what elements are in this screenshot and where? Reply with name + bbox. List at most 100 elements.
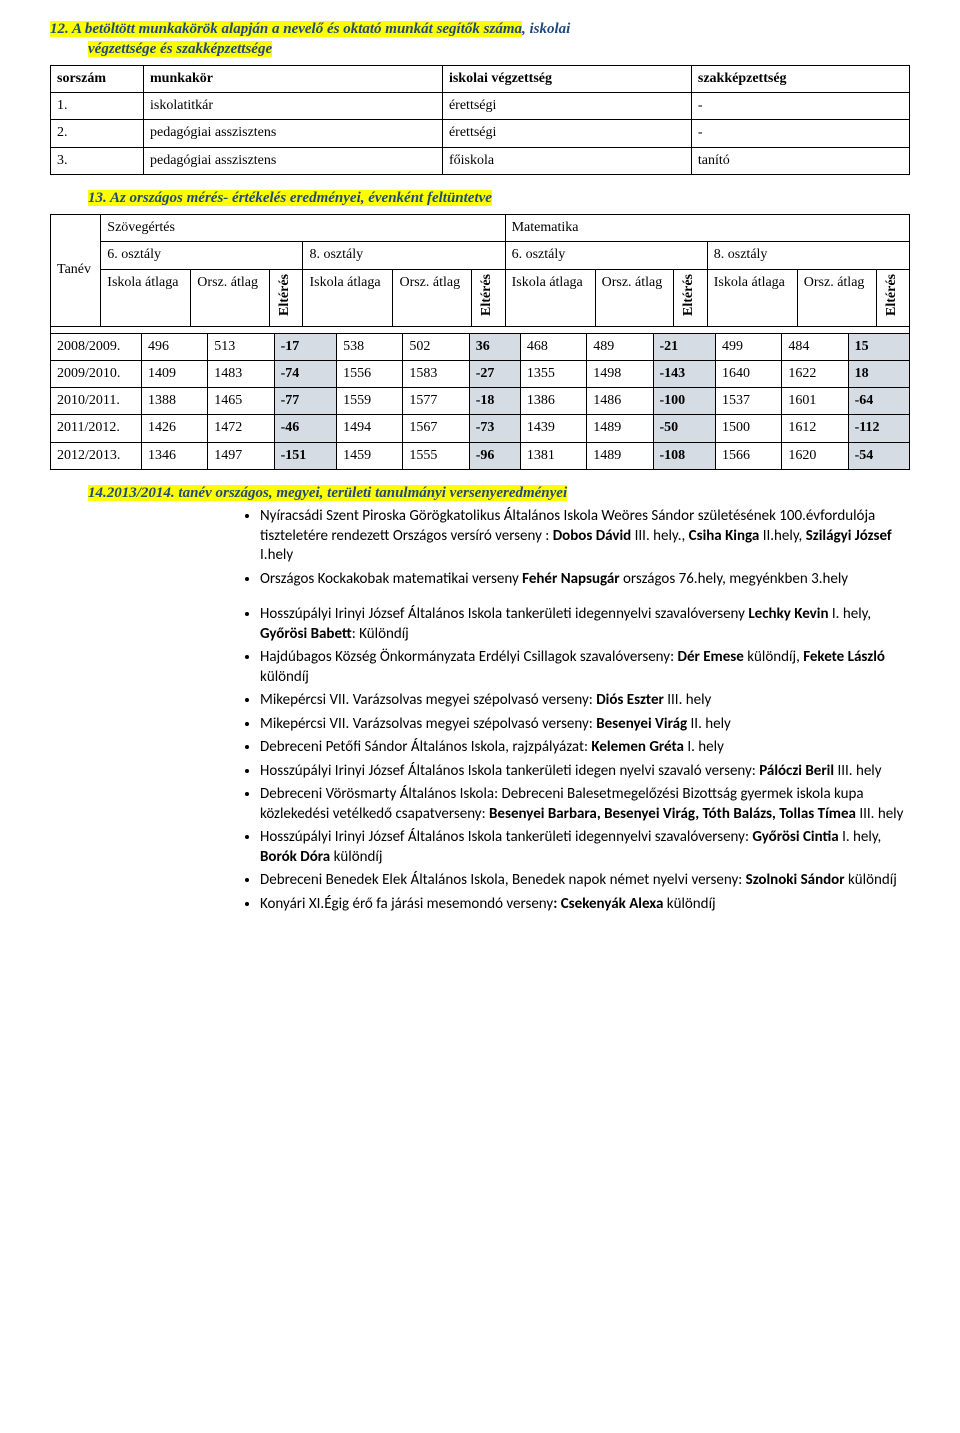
value-cell: 1465 (208, 388, 274, 415)
value-cell: 1537 (716, 388, 782, 415)
value-cell: 1489 (587, 415, 653, 442)
value-cell: 1577 (403, 388, 469, 415)
col-sorszam: sorszám (51, 66, 144, 93)
table-13-grade-header: 6. osztály 8. osztály 6. osztály 8. oszt… (51, 242, 910, 269)
value-cell: 489 (587, 333, 653, 360)
value-cell: 496 (142, 333, 208, 360)
table-row: 3. pedagógiai asszisztens főiskola tanít… (51, 147, 910, 174)
list-item: Debreceni Petőfi Sándor Általános Iskola… (260, 738, 910, 758)
value-cell: -96 (469, 442, 520, 469)
value-cell: 502 (403, 333, 469, 360)
value-cell: 1556 (337, 360, 403, 387)
section-14-title: 14.2013/2014. tanév országos, megyei, te… (88, 484, 910, 504)
year-cell: 2012/2013. (51, 442, 142, 469)
value-cell: 1622 (782, 360, 848, 387)
year-cell: 2011/2012. (51, 415, 142, 442)
value-cell: 468 (520, 333, 586, 360)
value-cell: 1555 (403, 442, 469, 469)
value-cell: 1486 (587, 388, 653, 415)
col-munkakor: munkakör (144, 66, 443, 93)
value-cell: 1426 (142, 415, 208, 442)
table-12: sorszám munkakör iskolai végzettség szak… (50, 65, 910, 175)
value-cell: 1472 (208, 415, 274, 442)
value-cell: -54 (848, 442, 909, 469)
list-item: Hosszúpályi Irinyi József Általános Isko… (260, 762, 910, 782)
value-cell: 1388 (142, 388, 208, 415)
year-cell: 2009/2010. (51, 360, 142, 387)
list-item: Mikepércsi VII. Varázsolvas megyei szépo… (260, 691, 910, 711)
value-cell: -46 (274, 415, 337, 442)
list-item: Debreceni Benedek Elek Általános Iskola,… (260, 871, 910, 891)
value-cell: -143 (653, 360, 716, 387)
list-item: Hosszúpályi Irinyi József Általános Isko… (260, 828, 910, 867)
table-row: 2011/2012.14261472-4614941567-7314391489… (51, 415, 910, 442)
value-cell: 1483 (208, 360, 274, 387)
table-13-col-header: Iskola átlaga Orsz. átlag Eltérés Iskola… (51, 269, 910, 326)
col-szakkepzettseg: szakképzettség (691, 66, 909, 93)
value-cell: 1346 (142, 442, 208, 469)
value-cell: 1601 (782, 388, 848, 415)
value-cell: 1439 (520, 415, 586, 442)
list-item: Debreceni Vörösmarty Általános Iskola: D… (260, 785, 910, 824)
section-14-list-2: Hosszúpályi Irinyi József Általános Isko… (260, 605, 910, 914)
value-cell: 1381 (520, 442, 586, 469)
value-cell: 499 (716, 333, 782, 360)
value-cell: -50 (653, 415, 716, 442)
value-cell: -27 (469, 360, 520, 387)
value-cell: 1559 (337, 388, 403, 415)
tanev-label: Tanév (51, 215, 101, 327)
table-row: 2008/2009.496513-1753850236468489-214994… (51, 333, 910, 360)
value-cell: -100 (653, 388, 716, 415)
value-cell: -108 (653, 442, 716, 469)
list-item: Hosszúpályi Irinyi József Általános Isko… (260, 605, 910, 644)
table-13-body: 2008/2009.496513-1753850236468489-214994… (50, 333, 910, 470)
table-13-group-header: Tanév Szövegértés Matematika (51, 215, 910, 242)
value-cell: -17 (274, 333, 337, 360)
value-cell: 1489 (587, 442, 653, 469)
value-cell: -77 (274, 388, 337, 415)
col-vegzettseg: iskolai végzettség (442, 66, 691, 93)
value-cell: 1497 (208, 442, 274, 469)
list-item: Mikepércsi VII. Varázsolvas megyei szépo… (260, 715, 910, 735)
value-cell: 1612 (782, 415, 848, 442)
value-cell: 1640 (716, 360, 782, 387)
value-cell: 36 (469, 333, 520, 360)
value-cell: 1498 (587, 360, 653, 387)
table-13: Tanév Szövegértés Matematika 6. osztály … (50, 214, 910, 334)
list-item: Konyári XI.Égig érő fa járási mesemondó … (260, 895, 910, 915)
value-cell: 1567 (403, 415, 469, 442)
section-13-title: 13. Az országos mérés- értékelés eredmén… (88, 189, 910, 209)
table-row: 2. pedagógiai asszisztens érettségi - (51, 120, 910, 147)
table-row: 2009/2010.14091483-7415561583-2713551498… (51, 360, 910, 387)
value-cell: -64 (848, 388, 909, 415)
value-cell: -151 (274, 442, 337, 469)
value-cell: -21 (653, 333, 716, 360)
value-cell: 484 (782, 333, 848, 360)
list-item: Nyíracsádi Szent Piroska Görögkatolikus … (260, 507, 910, 566)
section-12-title: 12. A betöltött munkakörök alapján a nev… (50, 20, 910, 59)
value-cell: 1583 (403, 360, 469, 387)
value-cell: -73 (469, 415, 520, 442)
list-item: Hajdúbagos Község Önkormányzata Erdélyi … (260, 648, 910, 687)
year-cell: 2008/2009. (51, 333, 142, 360)
value-cell: 1386 (520, 388, 586, 415)
value-cell: -18 (469, 388, 520, 415)
value-cell: 1620 (782, 442, 848, 469)
value-cell: 1409 (142, 360, 208, 387)
value-cell: 1459 (337, 442, 403, 469)
value-cell: -112 (848, 415, 909, 442)
year-cell: 2010/2011. (51, 388, 142, 415)
value-cell: -74 (274, 360, 337, 387)
value-cell: 18 (848, 360, 909, 387)
section-14-list-1: Nyíracsádi Szent Piroska Görögkatolikus … (260, 507, 910, 589)
value-cell: 1566 (716, 442, 782, 469)
value-cell: 513 (208, 333, 274, 360)
value-cell: 1494 (337, 415, 403, 442)
list-item: Országos Kockakobak matematikai verseny … (260, 570, 910, 590)
value-cell: 15 (848, 333, 909, 360)
table-row: 1. iskolatitkár érettségi - (51, 93, 910, 120)
value-cell: 1355 (520, 360, 586, 387)
table-row: 2010/2011.13881465-7715591577-1813861486… (51, 388, 910, 415)
table-row: 2012/2013.13461497-15114591555-961381148… (51, 442, 910, 469)
value-cell: 1500 (716, 415, 782, 442)
